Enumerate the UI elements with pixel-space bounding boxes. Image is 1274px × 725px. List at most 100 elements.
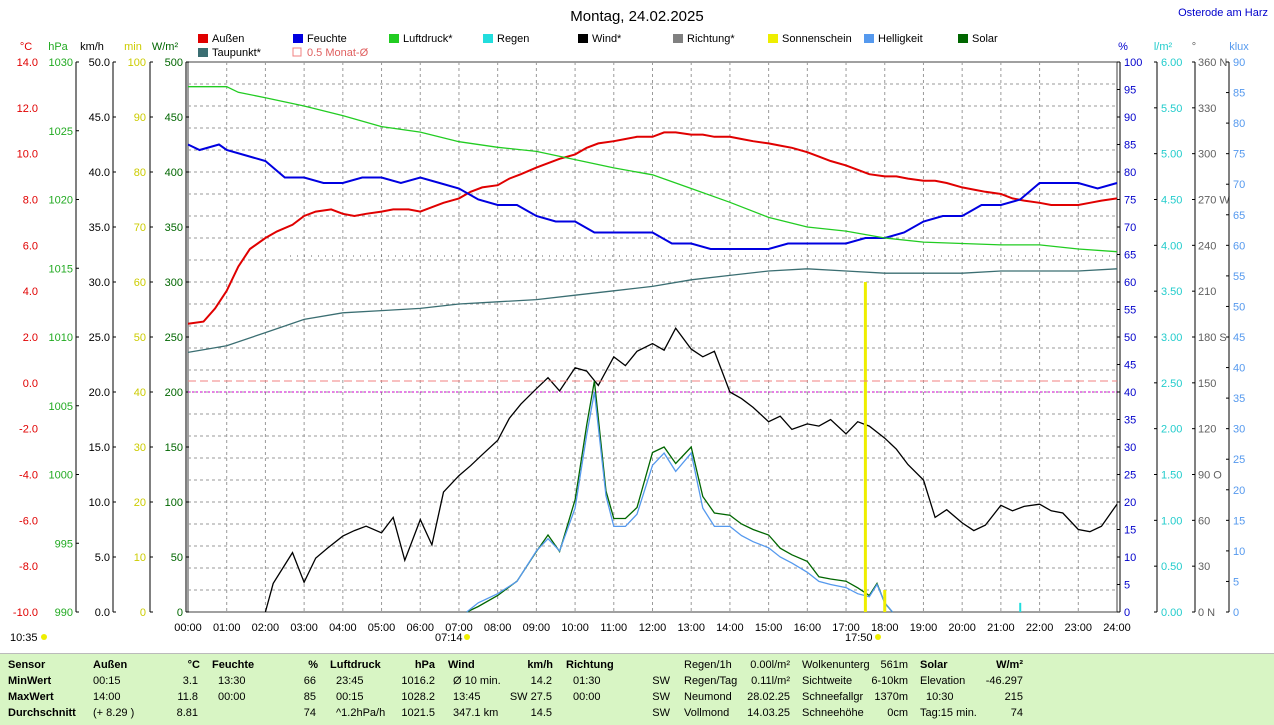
stats-cell: 11.8 <box>177 691 198 703</box>
axis-unit: km/h <box>80 41 104 53</box>
stats-cell: Schneefallgr <box>802 691 864 703</box>
axis-tick: 0.0 <box>95 607 110 619</box>
axis-tick: 990 <box>55 607 73 619</box>
stats-cell: Sensor <box>8 659 46 671</box>
stats-cell: Außen <box>93 659 128 671</box>
x-tick: 15:00 <box>755 622 783 634</box>
axis-tick: 35 <box>1233 393 1245 405</box>
axis-tick: 45 <box>1124 360 1136 372</box>
x-tick: 09:00 <box>523 622 551 634</box>
axis-tick: 5 <box>1124 580 1130 592</box>
axis-tick: 450 <box>165 112 183 124</box>
axis-tick: 5 <box>1233 576 1239 588</box>
stats-cell: Solar <box>920 659 948 671</box>
axis-tick: 50 <box>171 552 183 564</box>
axis-tick: 15 <box>1233 515 1245 527</box>
axis-tick: 20.0 <box>89 387 110 399</box>
series-außen <box>187 131 1118 325</box>
axis-tick: 350 <box>165 222 183 234</box>
legend-swatch <box>768 34 778 43</box>
x-tick: 20:00 <box>948 622 976 634</box>
stats-cell: SW <box>652 707 670 719</box>
update-marker <box>41 634 47 640</box>
axis-tick: 330 <box>1198 103 1216 115</box>
stats-cell: Regen/1h <box>684 659 732 671</box>
axis-tick: 45.0 <box>89 112 110 124</box>
stats-cell: 23:45 <box>336 675 364 687</box>
axis-tick: 6.0 <box>23 240 38 252</box>
axis-unit: l/m² <box>1154 41 1173 53</box>
stats-cell: -46.297 <box>985 675 1023 687</box>
axis-tick: 1000 <box>49 470 73 482</box>
axis-tick: 25 <box>1124 470 1136 482</box>
axis-tick: 0.00 <box>1161 607 1182 619</box>
axis-tick: 1005 <box>49 401 73 413</box>
chart-title: Montag, 24.02.2025 <box>570 8 703 25</box>
legend-swatch <box>198 34 208 43</box>
axis-tick: 30.0 <box>89 277 110 289</box>
stats-cell: 1016.2 <box>401 675 435 687</box>
chart-legend: Außen Taupunkt* Feuchte 0.5 Monat-Ø Luftdruc… <box>198 33 998 59</box>
axis-tick: 10.0 <box>17 149 38 161</box>
stats-cell: Sichtweite <box>802 675 853 687</box>
plot-frame <box>187 61 1118 613</box>
x-tick: 13:00 <box>677 622 705 634</box>
axis-tick: 2.00 <box>1161 424 1182 436</box>
stats-cell: Vollmond <box>684 707 730 719</box>
stats-cell: 3.1 <box>182 675 198 687</box>
axis-tick: 200 <box>165 387 183 399</box>
axis-tick: 15 <box>1124 525 1136 537</box>
stats-cell: Wind <box>448 659 475 671</box>
axis-tick: 80 <box>1233 118 1245 130</box>
axis-unit: W/m² <box>152 41 179 53</box>
axis-unit: min <box>124 41 142 53</box>
legend-swatch <box>293 34 303 43</box>
axis-tick: 1010 <box>49 332 73 344</box>
axis-tick: 120 <box>1198 424 1216 436</box>
axis-tick: 500 <box>165 57 183 69</box>
stats-cell: 85 <box>303 691 316 703</box>
stats-cell: Schneehöhe <box>802 707 864 719</box>
stats-cell: 561m <box>880 659 908 671</box>
legend-label: Helligkeit <box>878 33 923 45</box>
legend-label: Wind* <box>592 33 622 45</box>
stats-cell: 0.11l/m² <box>751 675 790 687</box>
axis-tick: 60 <box>1233 240 1245 252</box>
series-luftdruck- <box>188 86 1118 253</box>
stats-cell: 00:00 <box>218 691 246 703</box>
stats-cell: km/h <box>527 659 553 671</box>
stats-cell: Feuchte <box>212 659 255 671</box>
stats-cell: 01:30 <box>573 675 601 687</box>
stats-cell: W/m² <box>996 659 1023 671</box>
stats-cell: 00:00 <box>573 691 601 703</box>
axis-tick: 40 <box>1124 387 1136 399</box>
time-axis: 00:00 01:00 02:00 03:00 04:00 05:00 06:00 07:00… <box>10 622 1131 644</box>
statistics-panel: Sensor Außen °C Feuchte% Luftdruck hPa Wind km/… <box>0 653 1274 725</box>
stats-cell: Ø 10 min. <box>453 675 501 687</box>
axis-tick: 2.0 <box>23 332 38 344</box>
stats-cell: 0cm <box>887 707 908 719</box>
axis-tick: 45 <box>1233 332 1245 344</box>
stats-cell: SW 27.5 <box>509 691 552 703</box>
axis-tick: -4.0 <box>19 470 38 482</box>
axis-tick: 12.0 <box>17 103 38 115</box>
axis-tick: 1.50 <box>1161 470 1182 482</box>
axis-tick: 5.0 <box>95 552 110 564</box>
x-tick: 10:00 <box>561 622 589 634</box>
axis-tick: 85 <box>1233 88 1245 100</box>
axis-tick: 25 <box>1233 454 1245 466</box>
stats-cell: % <box>308 659 318 671</box>
stats-cell: hPa <box>414 659 435 671</box>
axis-tick: 90 <box>134 112 146 124</box>
x-tick: 19:00 <box>910 622 938 634</box>
legend-swatch <box>292 47 302 57</box>
axis-tick: 50 <box>1124 332 1136 344</box>
legend-label: 0.5 Monat-Ø <box>307 47 369 59</box>
axis-tick: -2.0 <box>19 424 38 436</box>
axis-tick: 75 <box>1124 195 1136 207</box>
axis-tick: 0 <box>1233 607 1239 619</box>
stats-cell: Elevation <box>920 675 966 687</box>
stats-cell: 6-10km <box>871 675 908 687</box>
axis-tick: 75 <box>1233 149 1245 161</box>
axis-tick: 70 <box>134 222 146 234</box>
